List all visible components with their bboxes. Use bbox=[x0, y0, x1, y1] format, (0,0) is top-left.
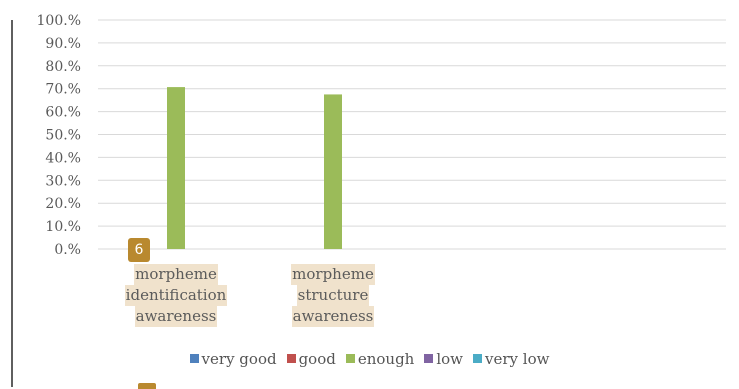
y-tick-label: 100.% bbox=[37, 13, 81, 29]
category-label: morpheme structure awareness bbox=[263, 264, 403, 327]
legend-swatch bbox=[345, 354, 355, 363]
y-tick-label: 70.% bbox=[45, 82, 81, 98]
y-tick-label: 90.% bbox=[45, 36, 81, 52]
y-tick-label: 80.% bbox=[45, 59, 81, 75]
y-tick-label: 30.% bbox=[45, 173, 81, 189]
legend-swatch bbox=[286, 354, 296, 363]
bar-enough-0 bbox=[167, 87, 185, 249]
chart-legend: very good good enough low very low bbox=[0, 350, 739, 368]
y-tick-label: 40.% bbox=[45, 150, 81, 166]
left-margin-rule bbox=[11, 20, 13, 387]
category-label-line: awareness bbox=[134, 306, 218, 327]
legend-swatch bbox=[473, 354, 483, 363]
category-label-line: identification bbox=[124, 285, 228, 306]
legend-label: very low bbox=[485, 350, 550, 368]
y-tick-label: 60.% bbox=[45, 105, 81, 121]
legend-label: very good bbox=[201, 350, 277, 368]
legend-item: low bbox=[424, 350, 463, 368]
y-tick-label: 20.% bbox=[45, 196, 81, 212]
legend-swatch bbox=[189, 354, 199, 363]
category-label: morpheme identification awareness bbox=[106, 264, 246, 327]
y-tick-label: 10.% bbox=[45, 219, 81, 235]
category-label-line: morpheme bbox=[134, 264, 218, 285]
y-axis-tick-labels: 0.% 10.% 20.% 30.% 40.% 50.% 60.% 70.% 80.% 90.% 1… bbox=[37, 13, 81, 258]
legend-item: very low bbox=[473, 350, 549, 368]
legend-label: enough bbox=[357, 350, 415, 368]
legend-swatch bbox=[424, 354, 434, 363]
category-label-line: morpheme bbox=[291, 264, 375, 285]
figure-badge: 6 bbox=[128, 238, 150, 262]
y-tick-label: 50.% bbox=[45, 128, 81, 144]
legend-label: low bbox=[436, 350, 464, 368]
bars bbox=[167, 87, 342, 249]
y-tick-label: 0.% bbox=[54, 242, 81, 258]
legend-item: enough bbox=[345, 350, 415, 368]
legend-label: good bbox=[298, 350, 336, 368]
bar-enough-1 bbox=[324, 94, 342, 249]
bar-chart: 0.% 10.% 20.% 30.% 40.% 50.% 60.% 70.% 80.% 90.% 1… bbox=[37, 13, 726, 258]
grid-lines bbox=[98, 19, 726, 250]
category-label-line: awareness bbox=[291, 306, 375, 327]
category-label-line: structure bbox=[296, 285, 370, 306]
legend-item: very good bbox=[189, 350, 277, 368]
secondary-badge bbox=[138, 383, 156, 389]
legend-item: good bbox=[286, 350, 336, 368]
